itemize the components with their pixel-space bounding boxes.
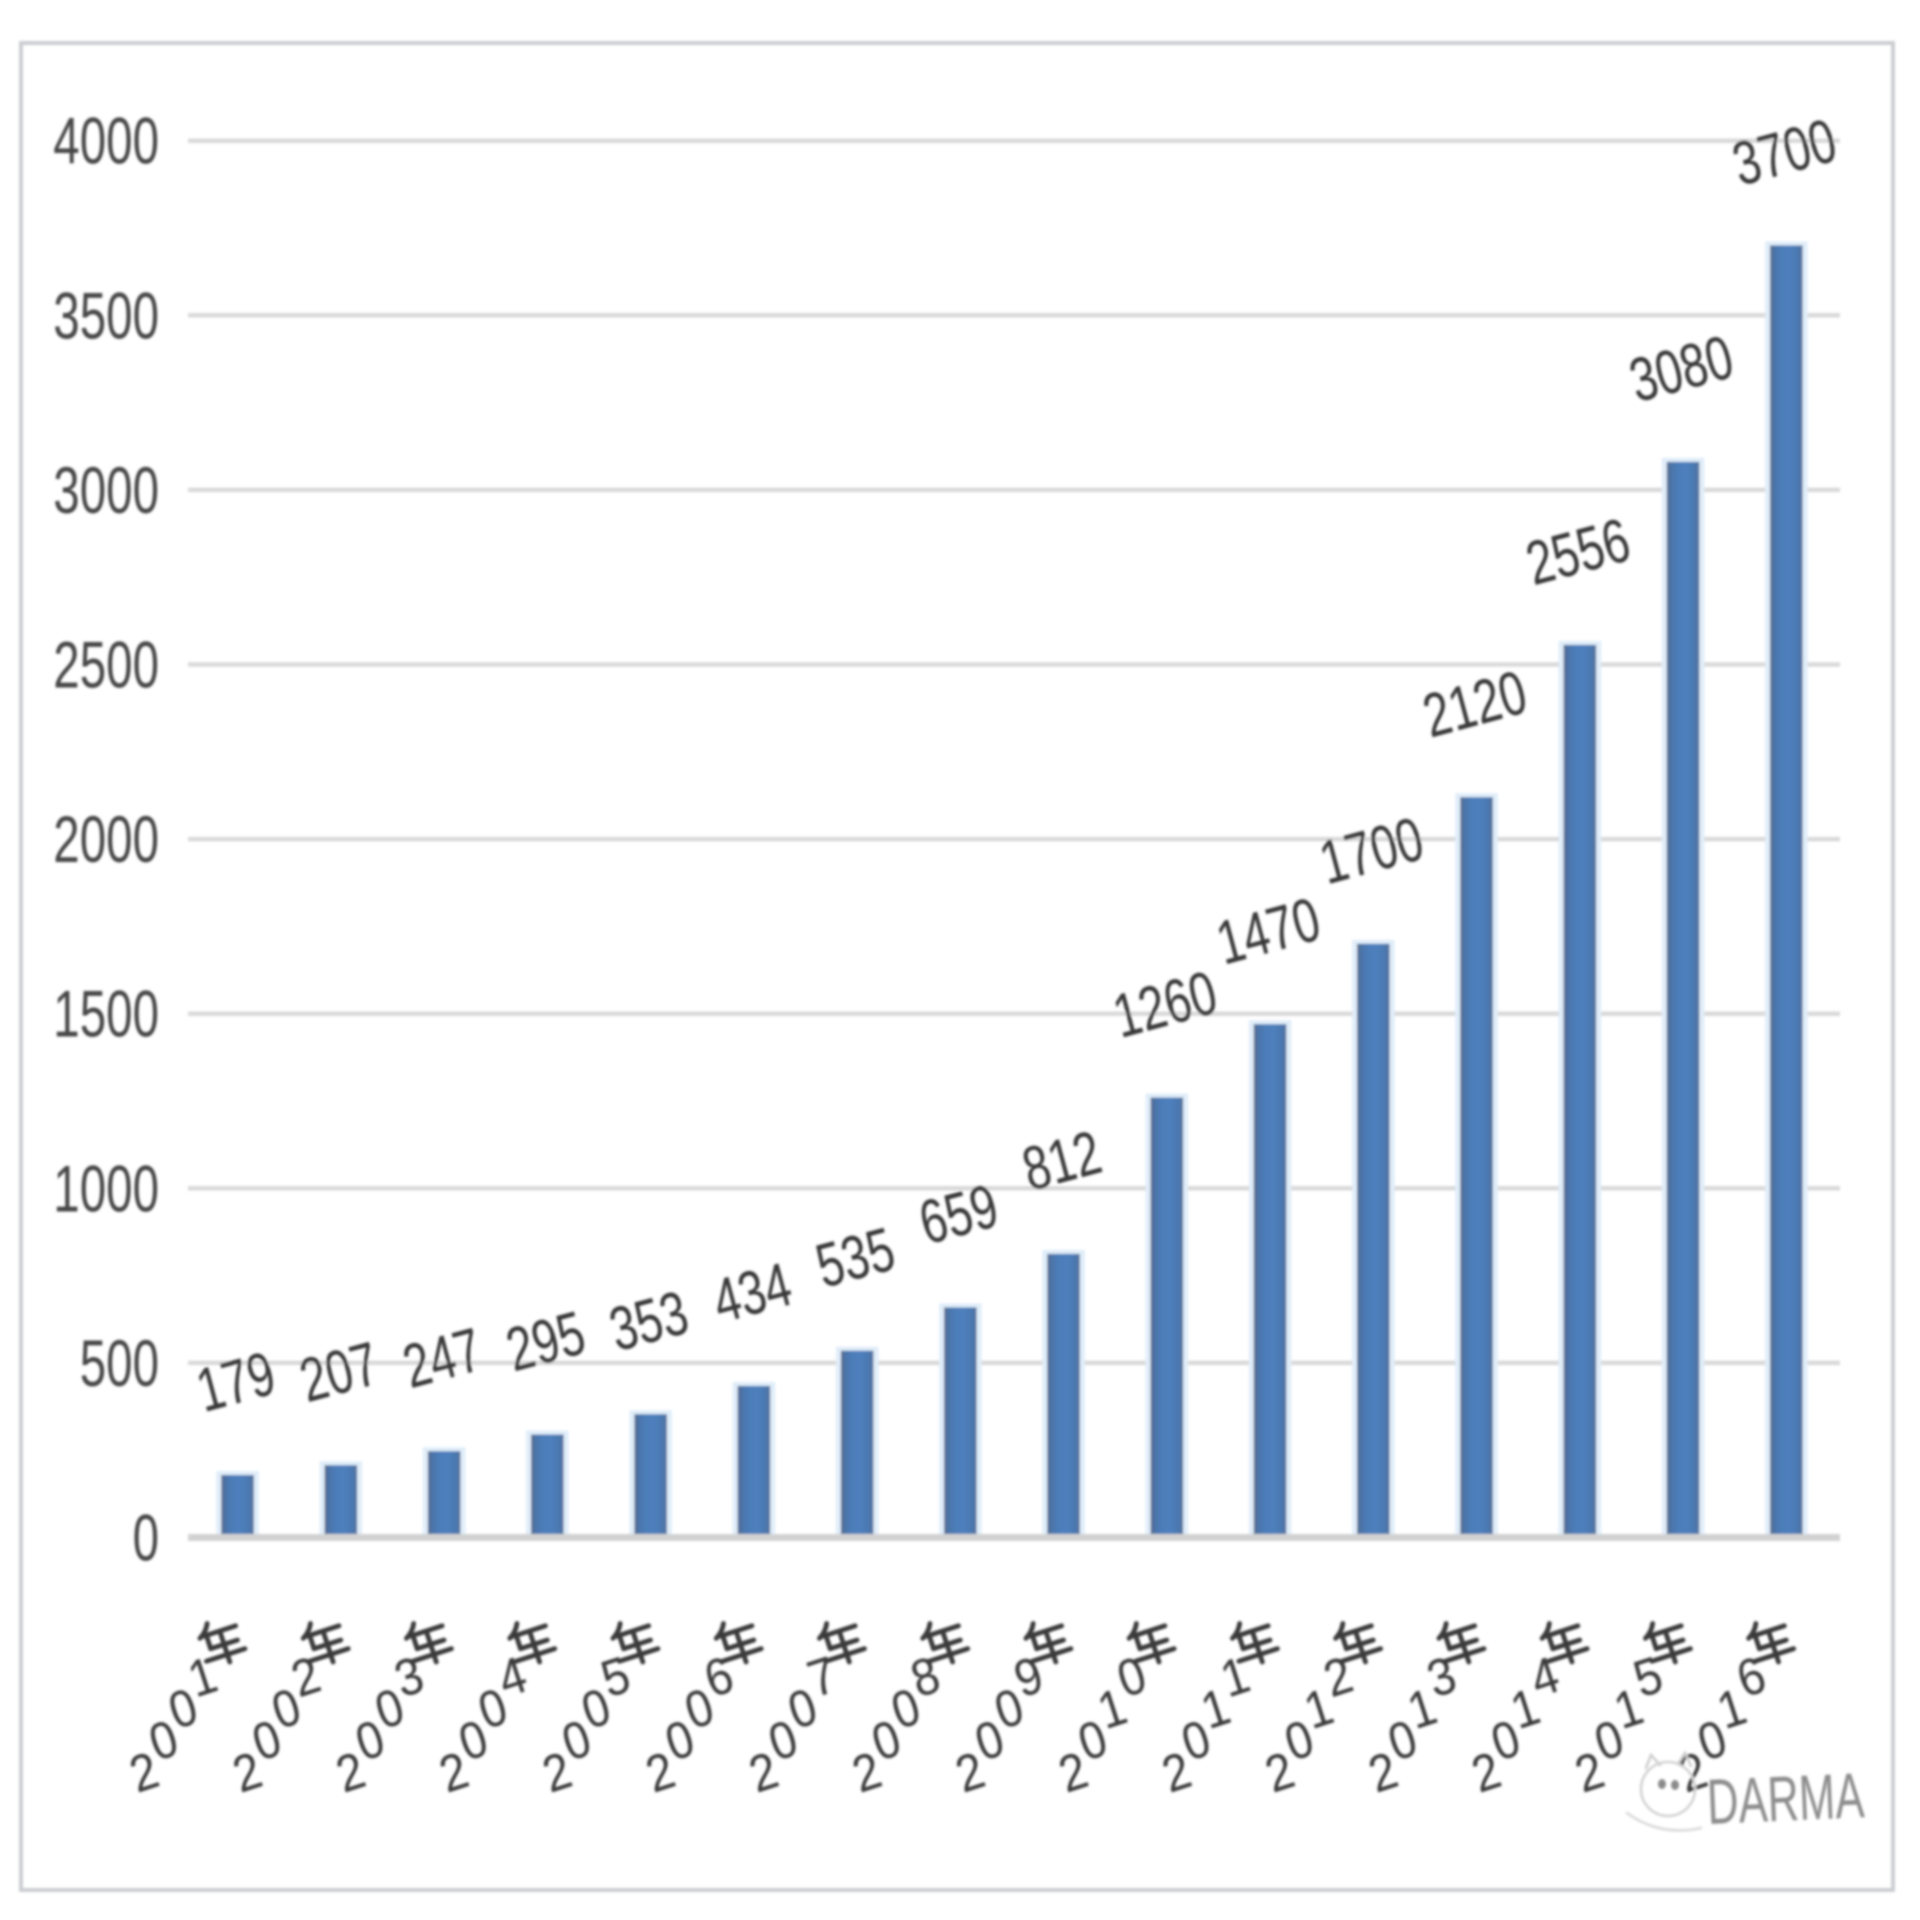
svg-text:3000: 3000 xyxy=(53,454,159,527)
svg-text:3500: 3500 xyxy=(53,280,159,353)
svg-text:1000: 1000 xyxy=(53,1153,159,1226)
svg-text:0: 0 xyxy=(133,1502,159,1575)
svg-text:DARMA: DARMA xyxy=(1705,1759,1866,1838)
svg-text:2500: 2500 xyxy=(53,629,159,702)
svg-text:4000: 4000 xyxy=(53,105,159,178)
svg-text:500: 500 xyxy=(80,1327,159,1400)
svg-text:2000: 2000 xyxy=(53,804,159,877)
svg-text:1500: 1500 xyxy=(53,978,159,1051)
